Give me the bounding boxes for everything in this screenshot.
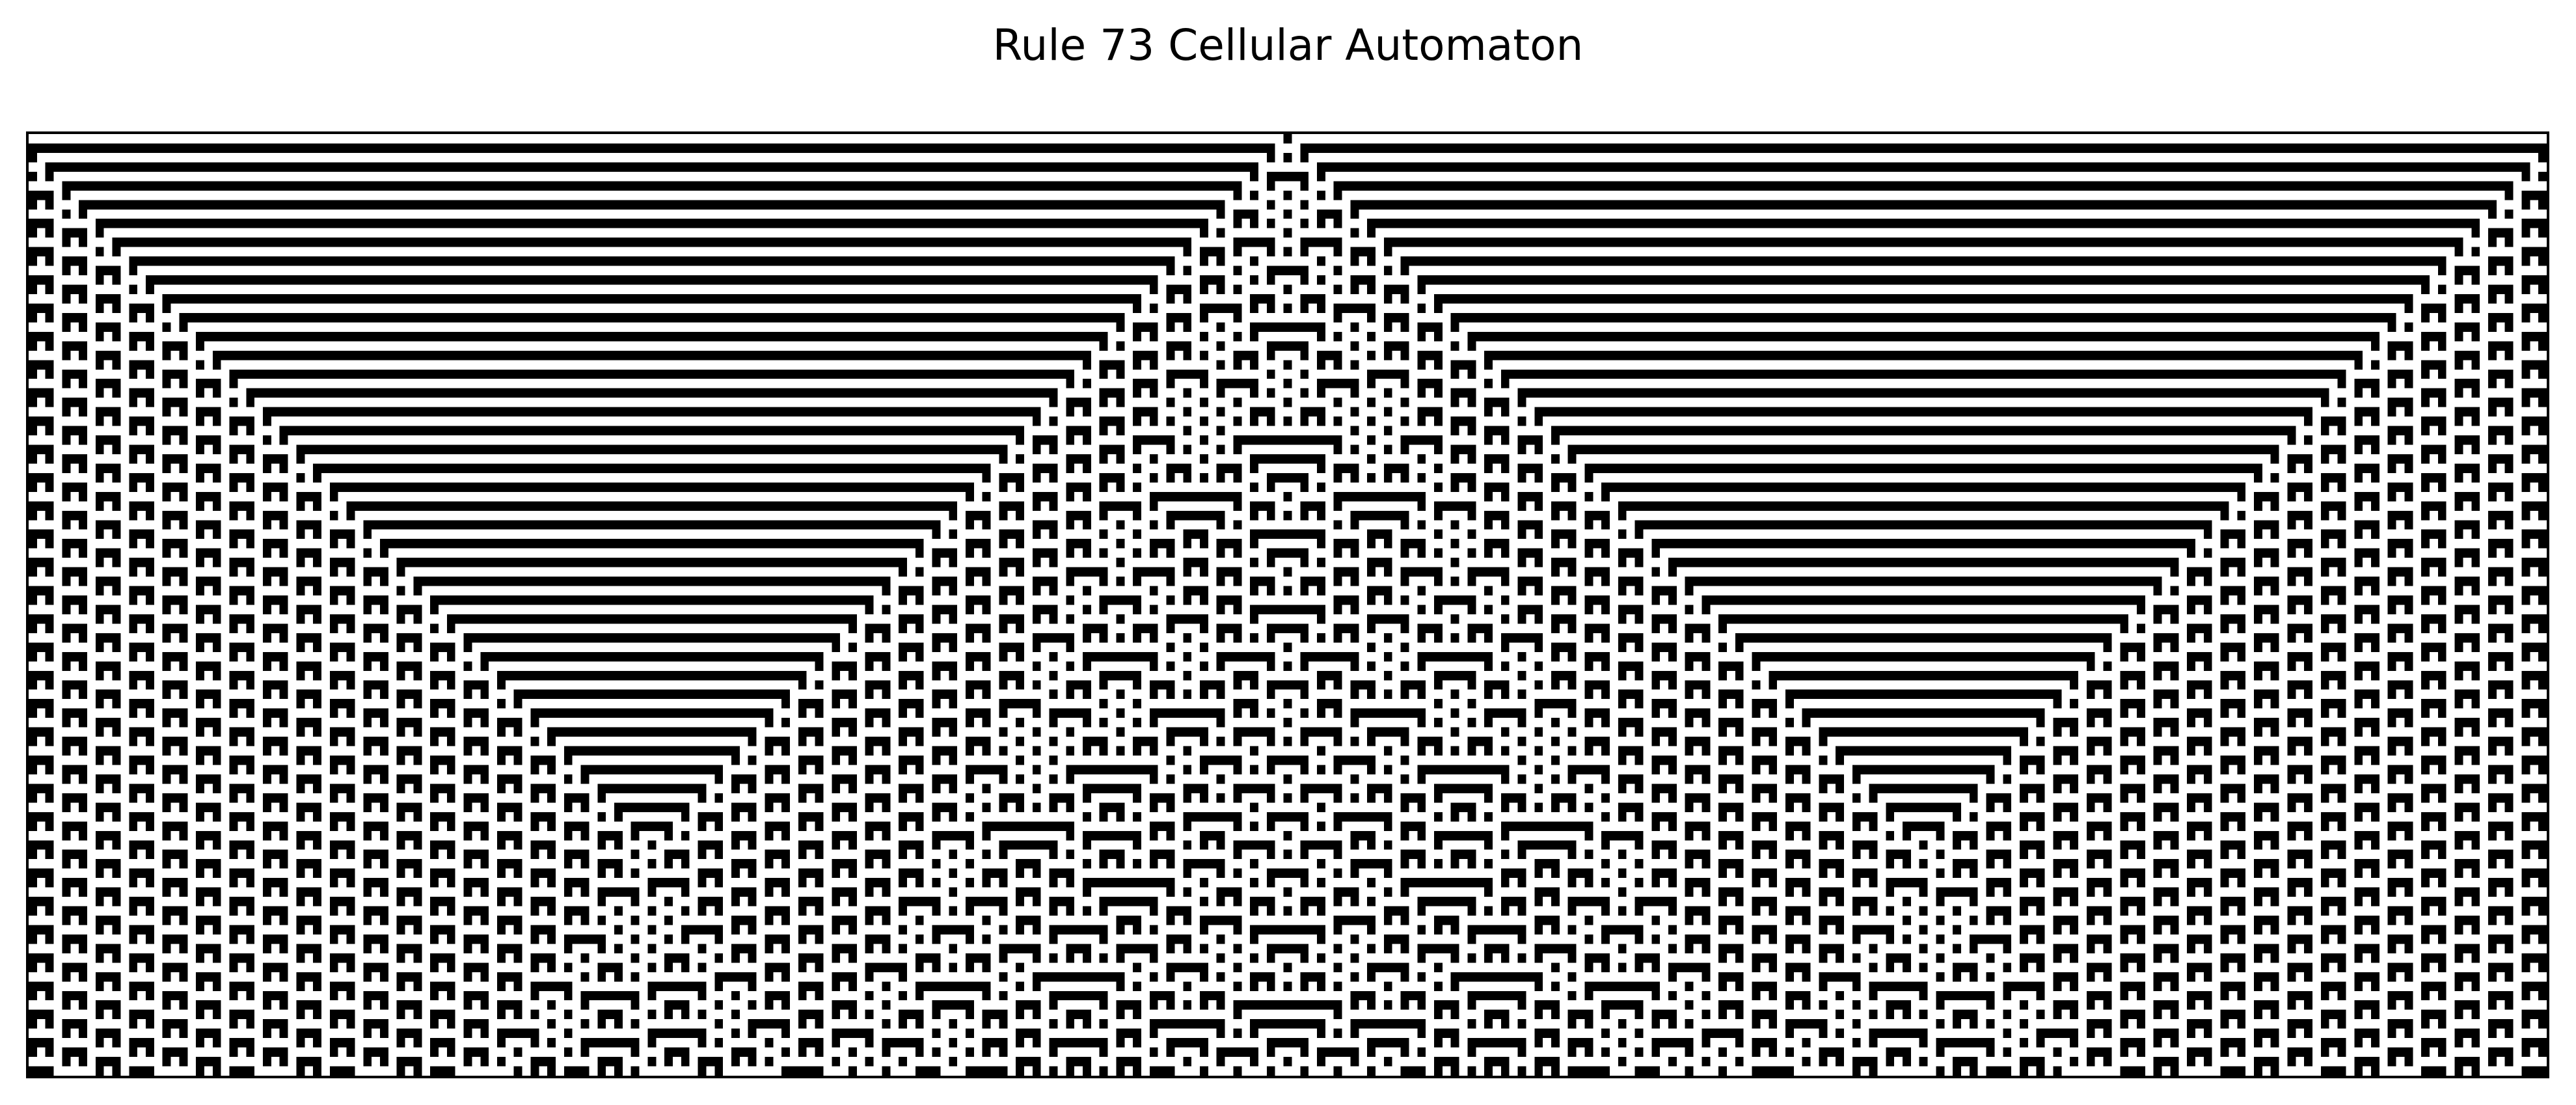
plot-area bbox=[26, 131, 2549, 1078]
chart-title: Rule 73 Cellular Automaton bbox=[992, 20, 1584, 70]
automaton-grid bbox=[29, 134, 2547, 1076]
